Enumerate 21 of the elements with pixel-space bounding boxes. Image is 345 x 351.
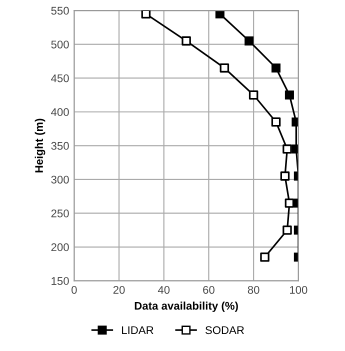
point [292, 144, 298, 154]
y-tick-label: 200 [51, 243, 69, 252]
y-tick-label: 550 [51, 6, 69, 15]
x-axis-title: Data availability (%) [134, 302, 238, 312]
x-tick-label: 60 [203, 286, 214, 294]
y-tick-label: 400 [51, 108, 69, 116]
y-tick-label: 350 [51, 142, 69, 150]
x-tick-label: 100 [290, 286, 308, 294]
y-tick-label: 500 [51, 40, 69, 48]
y-axis-title: Height (m) [34, 118, 46, 172]
y-tick-label: 150 [52, 277, 69, 285]
point [292, 118, 298, 127]
x-tick-label: 0 [72, 286, 77, 294]
x-tick-label: 40 [158, 286, 170, 294]
legend-label: LIDAR [122, 326, 154, 334]
x-tick-label: 20 [113, 286, 125, 294]
y-tick-label: 250 [51, 210, 69, 218]
legend-label: SODAR [205, 326, 244, 334]
y-tick-label: 300 [51, 176, 69, 184]
y-tick-label: 450 [51, 74, 69, 82]
x-tick-label: 80 [248, 286, 260, 294]
